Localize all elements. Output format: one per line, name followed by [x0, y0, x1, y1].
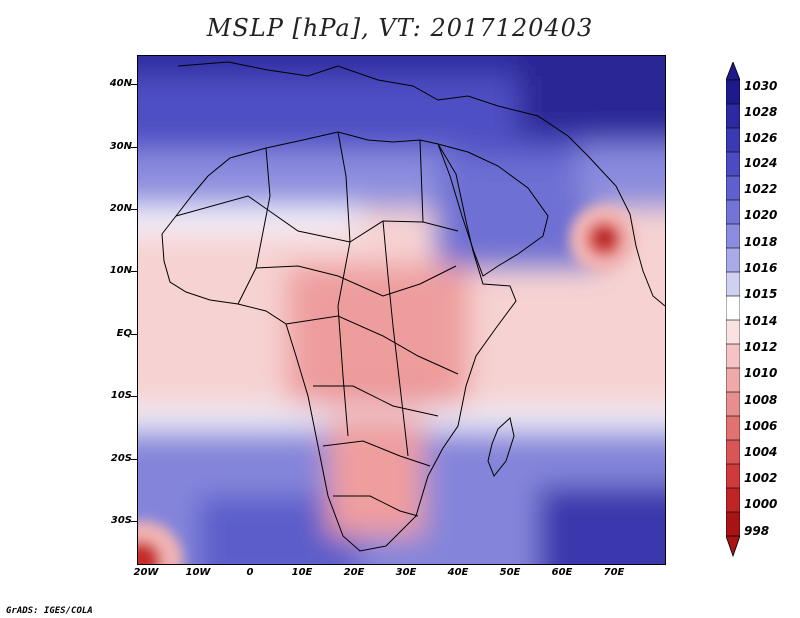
lon-label-40e: 40E: [447, 567, 469, 578]
colorbar-cell: [726, 199, 740, 225]
colorbar-label-1006: 1006: [744, 419, 778, 433]
colorbar-label-1028: 1028: [744, 105, 778, 119]
colorbar-label-1010: 1010: [744, 366, 778, 380]
colorbar-cell: [726, 415, 740, 441]
colorbar-cell: [726, 271, 740, 297]
colorbar-cell: [726, 79, 740, 105]
grads-credit: GrADS: IGES/COLA: [6, 606, 93, 616]
pressure-field-map: [138, 56, 665, 564]
colorbar-label-1030: 1030: [744, 79, 778, 93]
colorbar-label-1016: 1016: [744, 261, 778, 275]
colorbar-label-1024: 1024: [744, 156, 778, 170]
lon-label-10w: 10W: [185, 567, 211, 578]
colorbar-cell: [726, 343, 740, 369]
lat-label-30n: 30N: [109, 141, 132, 152]
lat-label-10n: 10N: [109, 265, 132, 276]
colorbar-cell: [726, 223, 740, 249]
lon-label-70e: 70E: [603, 567, 625, 578]
colorbar-cell: [726, 247, 740, 273]
colorbar-cell: [726, 175, 740, 201]
coastlines: [161, 61, 665, 552]
colorbar-cell: [726, 367, 740, 393]
colorbar-cell: [726, 103, 740, 129]
colorbar-cell: [726, 391, 740, 417]
colorbar-cell: [726, 127, 740, 153]
lon-label-50e: 50E: [499, 567, 521, 578]
colorbar-cell: [726, 295, 740, 321]
pressure-colorbar: [726, 62, 740, 558]
colorbar-label-1004: 1004: [744, 445, 778, 459]
colorbar-label-1012: 1012: [744, 340, 778, 354]
colorbar-label-1018: 1018: [744, 235, 778, 249]
colorbar-label-1002: 1002: [744, 471, 778, 485]
lon-label-30e: 30E: [395, 567, 417, 578]
colorbar-cell: [726, 511, 740, 537]
lat-label-40n: 40N: [109, 78, 132, 89]
lat-label-20n: 20N: [109, 203, 132, 214]
lon-label-0: 0: [246, 567, 254, 578]
lat-label-20s: 20S: [110, 453, 132, 464]
colorbar-label-1008: 1008: [744, 393, 778, 407]
lat-label-30s: 30S: [110, 515, 132, 526]
colorbar-label-1026: 1026: [744, 131, 778, 145]
colorbar-label-1015: 1015: [744, 287, 778, 301]
colorbar-label-998: 998: [744, 524, 770, 538]
lon-label-60e: 60E: [551, 567, 573, 578]
colorbar-label-1000: 1000: [744, 497, 778, 511]
colorbar-label-1014: 1014: [744, 314, 778, 328]
lat-label-10s: 10S: [110, 390, 132, 401]
colorbar-cell: [726, 151, 740, 177]
colorbar-label-1020: 1020: [744, 208, 778, 222]
map-title: MSLP [hPa], VT: 2017120403: [206, 14, 594, 42]
lon-label-10e: 10E: [291, 567, 313, 578]
lon-label-20w: 20W: [133, 567, 159, 578]
lon-label-20e: 20E: [343, 567, 365, 578]
colorbar-cell: [726, 463, 740, 489]
colorbar-cell: [726, 487, 740, 513]
colorbar-cell: [726, 439, 740, 465]
colorbar-label-1022: 1022: [744, 182, 778, 196]
colorbar-cell: [726, 319, 740, 345]
lat-label-eq: EQ: [116, 328, 132, 339]
map-plot-area: [137, 55, 666, 565]
